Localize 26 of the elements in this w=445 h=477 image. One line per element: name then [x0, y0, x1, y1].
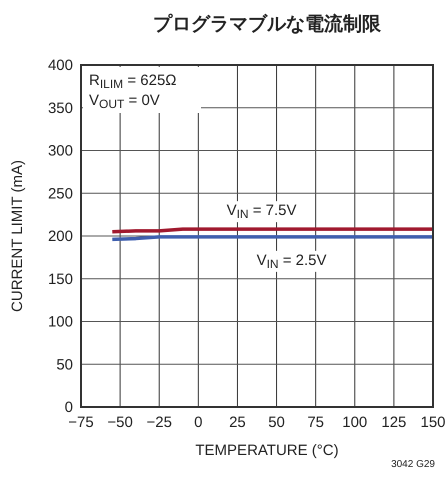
y-tick-label: 50: [56, 356, 73, 374]
x-tick-label: −75: [68, 414, 94, 431]
y-tick-label: 400: [48, 57, 73, 74]
series-label: V$_{IN}$ = 2.5V: [256, 252, 327, 271]
x-tick-label: 0: [194, 414, 203, 431]
x-tick-label: −25: [146, 414, 172, 431]
y-axis-title: CURRENT LIMIT (mA): [9, 160, 26, 312]
x-axis-title: TEMPERATURE (°C): [195, 442, 339, 459]
y-tick-label: 200: [48, 228, 73, 245]
x-tick-label: 25: [229, 414, 246, 431]
y-tick-label: 300: [48, 142, 73, 160]
x-tick-label: 50: [268, 414, 285, 431]
y-tick-label: 100: [48, 314, 73, 330]
x-tick-label: −50: [107, 414, 133, 431]
series-label: V$_{IN}$ = 7.5V: [226, 202, 297, 222]
y-tick-label: 0: [64, 399, 73, 416]
text: 3042 G29: [391, 459, 436, 470]
y-tick-label: 350: [48, 100, 73, 117]
x-tick-label: 125: [381, 414, 406, 431]
y-tick-label: 150: [48, 270, 73, 288]
x-tick-label: 100: [342, 414, 368, 431]
y-tick-label: 250: [48, 185, 73, 202]
x-tick-label: 150: [420, 414, 445, 431]
x-tick-label: 75: [307, 414, 324, 431]
chart-title: プログラマブルな電流制限: [153, 13, 382, 35]
text: R$_{ILIM}$ = 625Ω V$_{OUT}$ = 0V: [89, 72, 177, 111]
